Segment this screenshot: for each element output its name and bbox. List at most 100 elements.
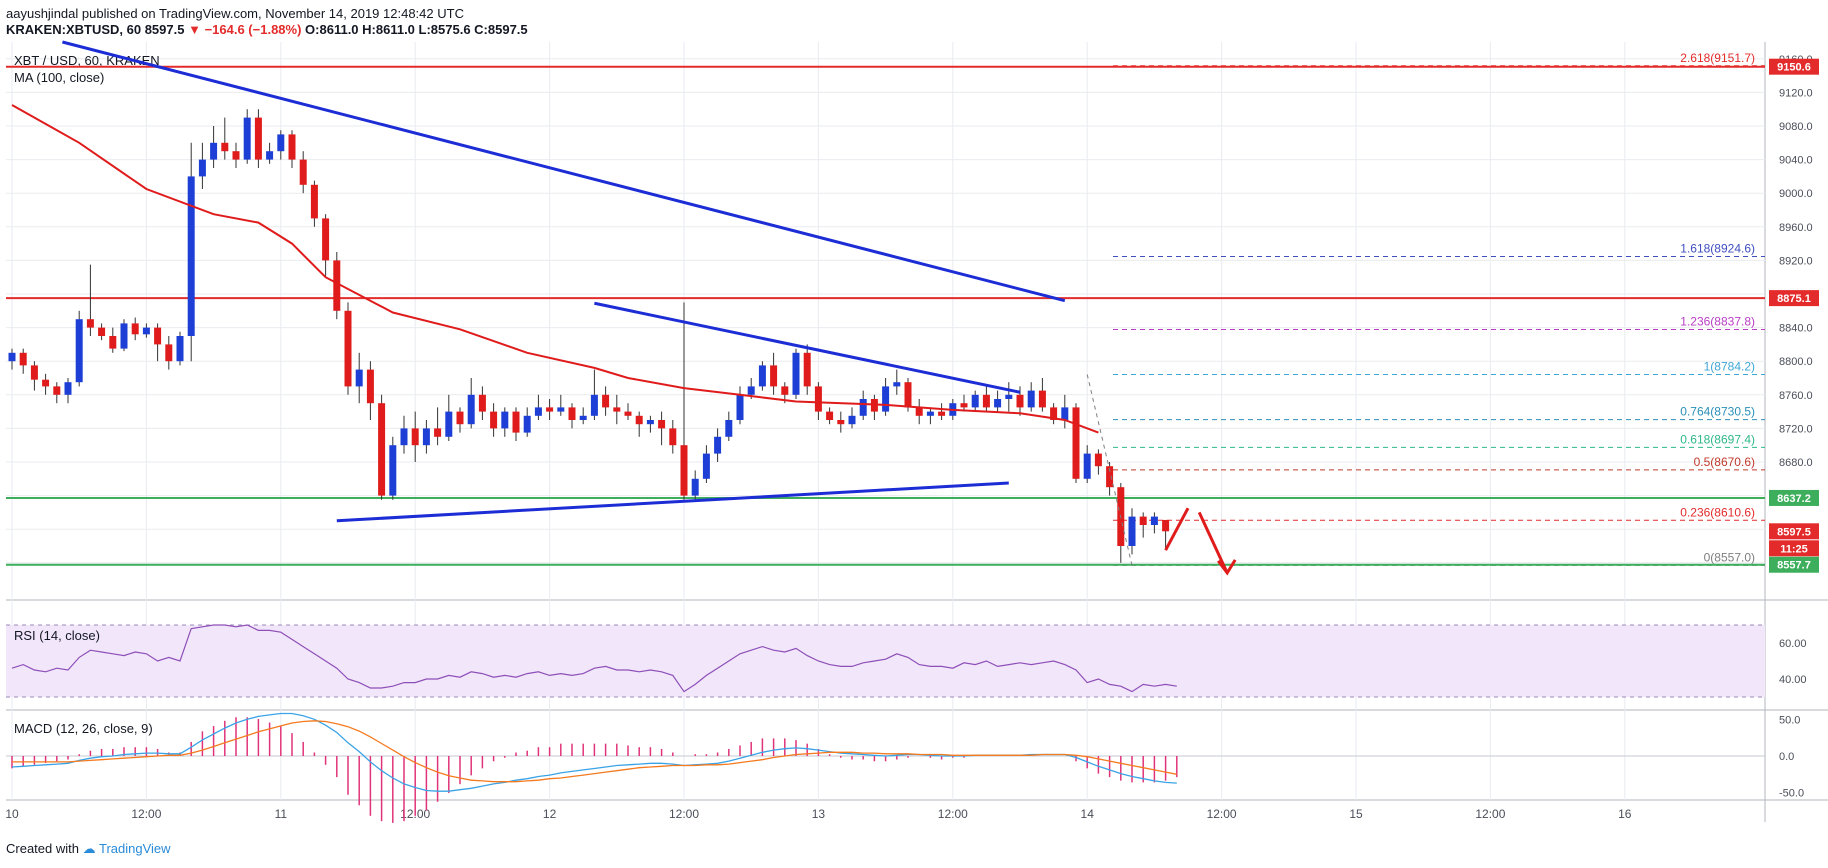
symbol-info: KRAKEN:XBTUSD, 60 8597.5 ▼ −164.6 (−1.88… bbox=[6, 22, 528, 38]
candle-body bbox=[882, 386, 890, 412]
candle-body bbox=[1038, 390, 1046, 408]
candle-body bbox=[1072, 407, 1080, 479]
candle-body bbox=[86, 319, 94, 328]
candle-body bbox=[142, 327, 150, 335]
candle-body bbox=[714, 436, 722, 454]
rsi-band bbox=[6, 625, 1765, 697]
candle-body bbox=[691, 478, 699, 496]
macd-title: MACD (12, 26, close, 9) bbox=[14, 721, 153, 736]
time-tick-label: 12:00 bbox=[1207, 807, 1237, 821]
candle-body bbox=[702, 453, 710, 479]
fib-level-label: 1.236(8837.8) bbox=[1680, 314, 1755, 328]
created-with-text: Created with bbox=[6, 841, 79, 856]
macd-tick-label: 50.0 bbox=[1779, 714, 1800, 726]
candle-body bbox=[232, 151, 240, 160]
candle-body bbox=[1162, 519, 1170, 532]
candle-body bbox=[568, 407, 576, 420]
price-tick-label: 8920.0 bbox=[1779, 255, 1813, 267]
candle-body bbox=[154, 327, 162, 345]
candle-body bbox=[8, 352, 16, 362]
candle-body bbox=[982, 394, 990, 408]
candle-body bbox=[109, 336, 117, 349]
rsi-line bbox=[11, 624, 1177, 693]
time-tick-label: 15 bbox=[1349, 807, 1363, 821]
price-tick-label: 9000.0 bbox=[1779, 188, 1813, 200]
forecast-down-arrow-head bbox=[1216, 559, 1237, 576]
candle-body bbox=[747, 386, 755, 395]
forecast-down-arrow-shaft bbox=[1197, 511, 1229, 574]
candle-body bbox=[770, 365, 778, 387]
author-name[interactable]: aayushjindal bbox=[6, 6, 79, 21]
candle-body bbox=[994, 399, 1002, 408]
candle-body bbox=[557, 407, 565, 412]
candle-body bbox=[1106, 466, 1114, 488]
candle-body bbox=[758, 365, 766, 387]
chart-header: aayushjindal published on TradingView.co… bbox=[6, 6, 528, 38]
price-badge bbox=[1769, 540, 1819, 557]
candle-body bbox=[803, 352, 811, 387]
candle-body bbox=[53, 386, 61, 395]
fib-level-label: 2.618(9151.7) bbox=[1680, 51, 1755, 65]
candle-body bbox=[1005, 394, 1013, 399]
trendline-upper-triangle bbox=[594, 301, 1021, 394]
candle-body bbox=[1139, 516, 1147, 525]
candle-body bbox=[1061, 407, 1069, 420]
rsi-pane: 40.00 60.00 RSI (14, close) bbox=[6, 624, 1807, 698]
candle-body bbox=[792, 352, 800, 395]
candle-body bbox=[725, 420, 733, 437]
price-change: ▼ −164.6 (−1.88%) bbox=[188, 22, 302, 37]
macd-pane: 50.0 0.0 -50.0 MACD (12, 26, close, 9) bbox=[6, 712, 1804, 823]
price-badge-label: 11:25 bbox=[1780, 543, 1808, 555]
candle-body bbox=[389, 445, 397, 496]
rsi-tick-label: 60.00 bbox=[1779, 638, 1807, 650]
candle-body bbox=[613, 407, 621, 412]
candle-body bbox=[355, 369, 363, 387]
time-tick-label: 12:00 bbox=[1475, 807, 1505, 821]
candle-body bbox=[1128, 516, 1136, 546]
publish-info: aayushjindal published on TradingView.co… bbox=[6, 6, 528, 22]
candle-body bbox=[646, 420, 654, 425]
candle-body bbox=[579, 415, 587, 420]
candle-body bbox=[221, 142, 229, 152]
time-tick-label: 12:00 bbox=[669, 807, 699, 821]
price-badge bbox=[1769, 489, 1819, 506]
candle-body bbox=[848, 415, 856, 425]
candle-body bbox=[501, 411, 509, 429]
fib-level-label: 0.236(8610.6) bbox=[1680, 505, 1755, 519]
candles bbox=[8, 109, 1170, 563]
fib-level-label: 0.764(8730.5) bbox=[1680, 405, 1755, 419]
fib-level-label: 0.618(8697.4) bbox=[1680, 432, 1755, 446]
price-tick-label: 9040.0 bbox=[1779, 155, 1813, 167]
candle-body bbox=[411, 428, 419, 446]
candle-body bbox=[131, 323, 139, 335]
candle-body bbox=[299, 159, 307, 185]
price-tick-label: 8680.0 bbox=[1779, 457, 1813, 469]
candle-body bbox=[400, 428, 408, 446]
time-tick-label: 12:00 bbox=[938, 807, 968, 821]
symbol-label: KRAKEN:XBTUSD, 60 bbox=[6, 22, 142, 37]
tradingview-link[interactable]: TradingView bbox=[99, 841, 171, 856]
candle-body bbox=[736, 394, 744, 420]
price-badge-label: 8597.5 bbox=[1777, 526, 1811, 538]
candle-body bbox=[915, 407, 923, 416]
price-tick-label: 8840.0 bbox=[1779, 323, 1813, 335]
price-badge bbox=[1769, 523, 1819, 540]
footer: Created with ☁ TradingView bbox=[6, 841, 171, 857]
price-tick-label: 9120.0 bbox=[1779, 87, 1813, 99]
price-tick-label: 9080.0 bbox=[1779, 121, 1813, 133]
candle-body bbox=[277, 134, 285, 152]
candle-body bbox=[1094, 453, 1102, 467]
candle-body bbox=[1150, 516, 1158, 525]
candle-body bbox=[120, 323, 128, 349]
candle-body bbox=[490, 411, 498, 429]
trendline-major-downtrend bbox=[62, 40, 1066, 303]
candle-body bbox=[602, 394, 610, 408]
candle-body bbox=[635, 415, 643, 425]
candle-body bbox=[658, 420, 666, 429]
candle-body bbox=[938, 411, 946, 416]
candle-body bbox=[523, 415, 531, 433]
price-tick-label: 8960.0 bbox=[1779, 222, 1813, 234]
candle-body bbox=[971, 394, 979, 408]
candle-body bbox=[75, 319, 83, 383]
